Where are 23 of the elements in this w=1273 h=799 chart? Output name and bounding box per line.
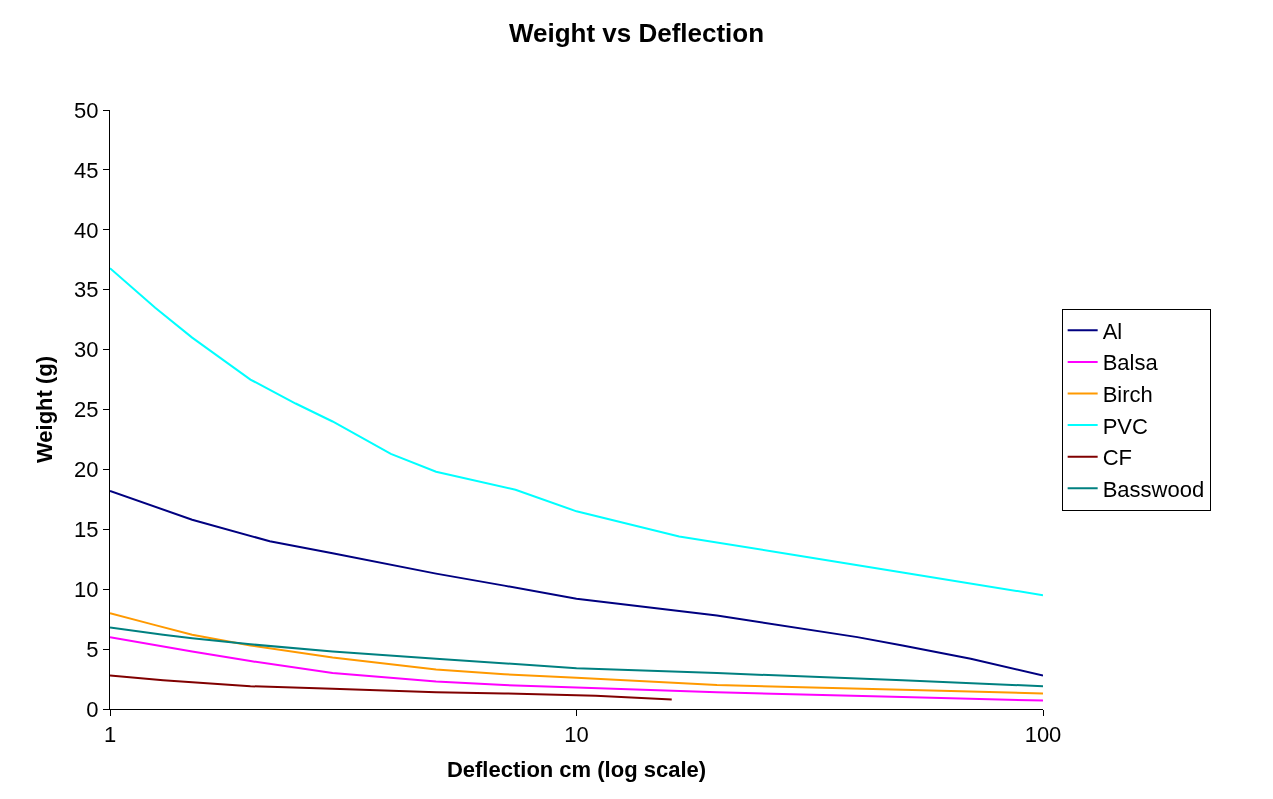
y-tick-label: 10: [74, 576, 99, 602]
y-tick-label: 50: [74, 97, 99, 123]
legend-label: Balsa: [1102, 350, 1159, 376]
legend-label: Birch: [1102, 382, 1153, 408]
x-tick-label: 1: [103, 722, 117, 748]
x-tick-label: 100: [1024, 722, 1062, 748]
y-tick-label: 0: [86, 696, 99, 722]
y-tick-label: 30: [74, 337, 99, 363]
legend-label: PVC: [1102, 413, 1149, 439]
y-tick-label: 40: [74, 217, 99, 243]
y-tick-label: 15: [74, 517, 99, 542]
chart-title: Weight vs Deflection: [508, 18, 765, 49]
legend-label: CF: [1102, 445, 1132, 471]
x-axis-title: Deflection cm (log scale): [446, 757, 707, 783]
legend-label: Basswood: [1102, 476, 1205, 502]
y-tick-label: 35: [74, 277, 99, 303]
x-tick-label: 10: [564, 722, 589, 748]
y-tick-label: 45: [74, 157, 99, 183]
y-tick-label: 20: [74, 457, 99, 483]
y-tick-label: 5: [86, 636, 99, 662]
legend-label: Al: [1102, 318, 1123, 344]
y-axis-title: Weight (g): [31, 355, 57, 464]
y-tick-label: 25: [74, 397, 99, 423]
